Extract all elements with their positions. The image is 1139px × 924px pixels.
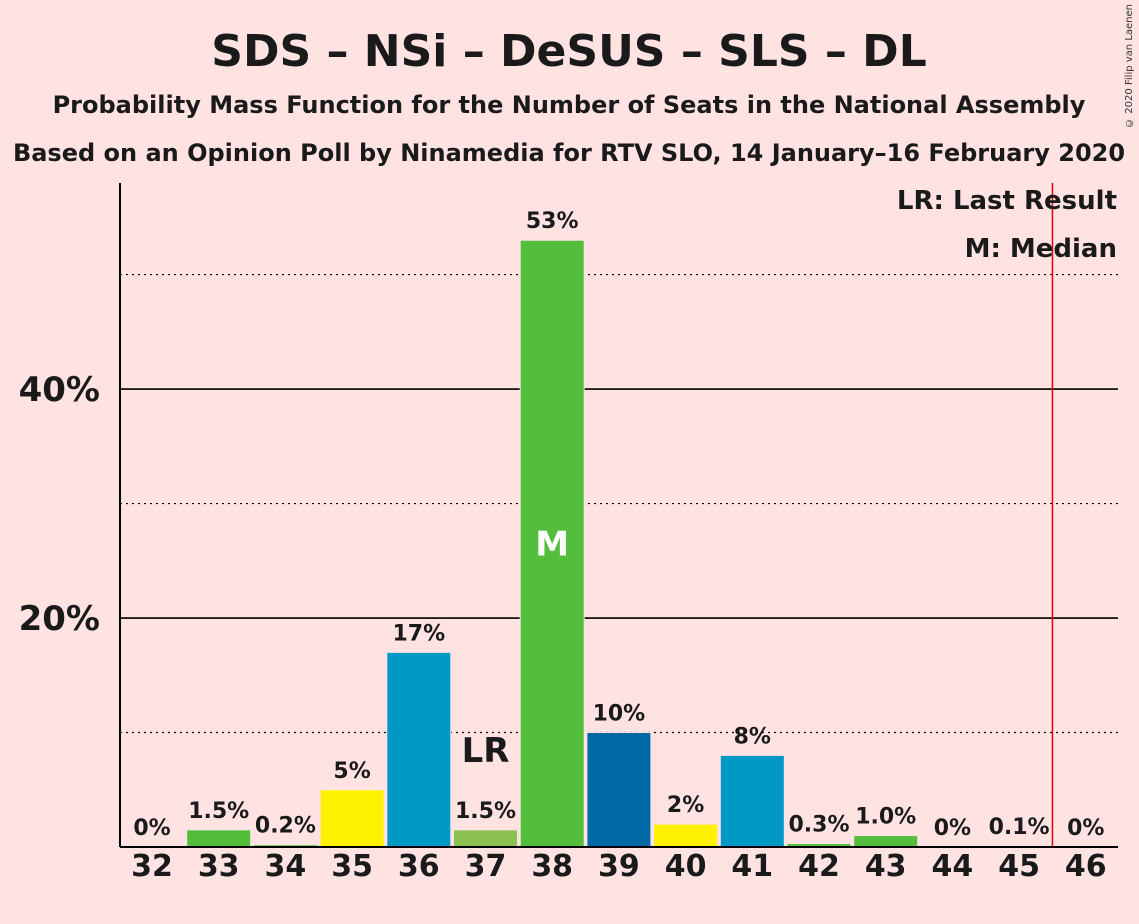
bar-36 [386, 651, 452, 848]
chart-title: SDS – NSi – DeSUS – SLS – DL [211, 26, 927, 77]
bars [186, 239, 1052, 848]
x-tick-label-36: 36 [398, 849, 440, 884]
x-tick-label-39: 39 [598, 849, 640, 884]
x-axis: 32 33 34 35 36 37 38 39 40 41 42 43 44 45 46 [120, 846, 1118, 884]
y-axis: 20% 40% [19, 183, 121, 847]
value-labels: 0%1.5%0.2%5%17%1.5%53%10%2%8%0.3% 1.0% 0% 0… [133, 209, 1104, 841]
x-tick-label-43: 43 [865, 849, 907, 884]
chart-subtitle-2: Based on an Opinion Poll by Ninamedia fo… [13, 139, 1125, 167]
x-tick-label-38: 38 [531, 849, 573, 884]
last-result-marker: LR [462, 731, 510, 771]
value-label-35: 5% [333, 759, 370, 784]
median-marker: M [535, 525, 569, 565]
y-tick-label: 40% [19, 370, 100, 410]
x-tick-label-44: 44 [932, 849, 974, 884]
value-label-42: 0.3% [788, 813, 849, 838]
value-label-44: 0% [934, 816, 971, 841]
value-label-36: 17% [392, 621, 445, 646]
chart-subtitle: Probability Mass Function for the Number… [53, 91, 1086, 119]
bar-33 [186, 829, 252, 848]
x-tick-label-42: 42 [798, 849, 840, 884]
x-tick-label-41: 41 [731, 849, 773, 884]
x-tick-label-35: 35 [331, 849, 373, 884]
legend-last-result: LR: Last Result [897, 186, 1117, 216]
value-label-39: 10% [593, 702, 646, 727]
x-tick-label-40: 40 [665, 849, 707, 884]
bar-38 [519, 239, 585, 848]
legend-median: M: Median [965, 234, 1117, 264]
x-tick-label-33: 33 [198, 849, 240, 884]
value-label-38: 53% [526, 209, 579, 234]
value-label-37: 1.5% [455, 799, 516, 824]
x-tick-label-46: 46 [1065, 849, 1107, 884]
value-label-46: 0% [1067, 816, 1104, 841]
copyright-notice: © 2020 Filip van Laenen [1124, 4, 1135, 128]
y-tick-label: 20% [19, 599, 100, 639]
bar-35 [319, 789, 385, 848]
value-label-32: 0% [133, 816, 170, 841]
value-label-33: 1.5% [188, 799, 249, 824]
value-label-43: 1.0% [855, 805, 916, 830]
x-tick-label-32: 32 [131, 849, 173, 884]
bar-37 [453, 829, 518, 848]
x-tick-label-45: 45 [998, 849, 1040, 884]
bar-43 [853, 835, 919, 848]
value-label-45: 0.1% [989, 815, 1050, 840]
value-label-40: 2% [667, 793, 704, 818]
x-tick-label-37: 37 [465, 849, 507, 884]
bar-40 [653, 823, 719, 848]
bar-39 [586, 732, 652, 848]
value-label-34: 0.2% [255, 814, 316, 839]
value-label-41: 8% [734, 724, 771, 749]
bar-41 [719, 754, 785, 848]
x-tick-label-34: 34 [265, 849, 307, 884]
